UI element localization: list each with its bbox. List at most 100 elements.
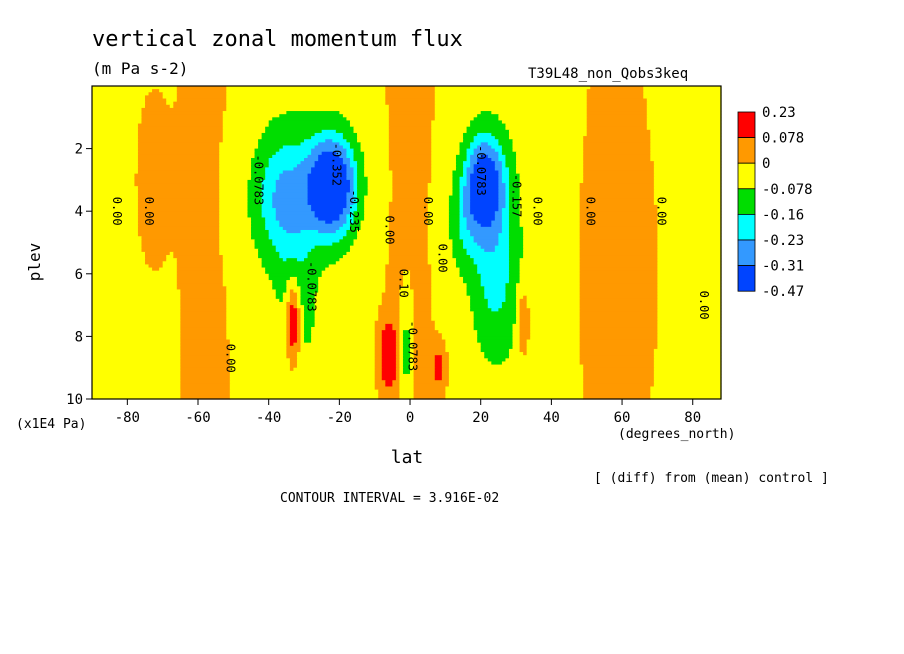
heatmap-cell: [448, 373, 584, 378]
heatmap-cell: [657, 320, 722, 325]
heatmap-cell: [653, 355, 722, 359]
heatmap-cell: [180, 361, 231, 366]
x-tick-label: -20: [327, 410, 352, 426]
heatmap-cell: [431, 132, 464, 137]
heatmap-cell: [374, 358, 383, 363]
heatmap-cell: [286, 339, 291, 344]
heatmap-cell: [148, 264, 164, 269]
heatmap-cell: [272, 201, 309, 206]
heatmap-cell: [657, 342, 722, 347]
heatmap-cell: [579, 327, 658, 331]
heatmap-cell: [470, 161, 478, 165]
heatmap-cell: [92, 226, 139, 231]
heatmap-cell: [92, 267, 153, 272]
heatmap-cell: [300, 330, 305, 334]
heatmap-cell: [251, 164, 270, 168]
heatmap-cell: [434, 86, 591, 90]
heatmap-cell: [579, 236, 658, 240]
heatmap-cell: [349, 226, 362, 231]
heatmap-cell: [431, 292, 468, 297]
heatmap-cell: [410, 358, 415, 363]
heatmap-cell: [381, 336, 397, 341]
heatmap-cell: [92, 214, 139, 219]
heatmap-cell: [579, 211, 658, 215]
heatmap-cell: [427, 211, 450, 215]
heatmap-cell: [508, 167, 517, 172]
heatmap-cell: [505, 298, 517, 303]
heatmap-cell: [452, 239, 464, 244]
heatmap-cell: [653, 370, 722, 375]
heatmap-cell: [254, 239, 273, 244]
heatmap-cell: [657, 245, 722, 250]
heatmap-cell: [219, 214, 249, 219]
heatmap-cell: [516, 301, 521, 306]
heatmap-cell: [466, 251, 510, 256]
heatmap-cell: [512, 139, 584, 143]
heatmap-cell: [519, 327, 531, 331]
heatmap-cell: [512, 342, 521, 347]
heatmap-cell: [399, 323, 415, 328]
heatmap-cell: [342, 157, 351, 162]
heatmap-cell: [516, 295, 524, 300]
heatmap-cell: [311, 208, 344, 212]
heatmap-cell: [579, 333, 658, 337]
heatmap-cell: [364, 208, 390, 212]
heatmap-cell: [392, 327, 401, 331]
heatmap-cell: [583, 142, 651, 147]
heatmap-cell: [427, 220, 450, 225]
heatmap-cell: [477, 114, 499, 118]
heatmap-cell: [180, 352, 231, 356]
heatmap-cell: [286, 327, 291, 331]
heatmap-cell: [349, 204, 358, 209]
heatmap-cell: [501, 151, 517, 156]
heatmap-cell: [385, 89, 436, 93]
heatmap-cell: [448, 236, 461, 240]
heatmap-cell: [413, 289, 432, 294]
heatmap-cell: [448, 214, 461, 219]
heatmap-cell: [653, 173, 722, 178]
heatmap-cell: [480, 345, 514, 350]
heatmap-cell: [296, 358, 376, 363]
heatmap-cell: [229, 364, 291, 369]
heatmap-cell: [410, 345, 415, 350]
heatmap-cell: [505, 189, 510, 194]
heatmap-cell: [653, 380, 722, 384]
heatmap-cell: [583, 151, 651, 156]
heatmap-cell: [473, 151, 499, 156]
heatmap-cell: [487, 358, 507, 363]
heatmap-cell: [650, 154, 722, 159]
heatmap-cell: [275, 183, 309, 187]
heatmap-cell: [134, 183, 220, 187]
heatmap-cell: [137, 189, 220, 194]
heatmap-cell: [650, 151, 722, 156]
heatmap-cell: [484, 286, 507, 291]
heatmap-cell: [92, 386, 181, 391]
heatmap-cell: [176, 95, 227, 100]
heatmap-cell: [92, 392, 181, 397]
heatmap-cell: [141, 248, 220, 253]
heatmap-cell: [583, 179, 655, 184]
heatmap-cell: [342, 136, 358, 140]
heatmap-cell: [388, 248, 429, 253]
heatmap-cell: [459, 176, 468, 181]
heatmap-cell: [657, 280, 722, 284]
heatmap-cell: [222, 276, 270, 281]
heatmap-cell: [434, 98, 588, 103]
heatmap-cell: [477, 220, 492, 225]
heatmap-cell: [505, 358, 581, 363]
heatmap-cell: [314, 301, 383, 306]
heatmap-cell: [459, 270, 478, 275]
heatmap-cell: [92, 261, 146, 266]
heatmap-cell: [410, 270, 432, 275]
heatmap-cell: [508, 223, 521, 228]
heatmap-cell: [226, 323, 287, 328]
heatmap-cell: [314, 320, 376, 325]
heatmap-cell: [219, 192, 249, 197]
heatmap-cell: [448, 226, 461, 231]
heatmap-cell: [272, 195, 309, 200]
heatmap-cell: [431, 317, 475, 322]
heatmap-cell: [265, 270, 323, 275]
heatmap-cell: [381, 367, 397, 372]
heatmap-cell: [346, 198, 355, 203]
heatmap-cell: [92, 345, 181, 350]
